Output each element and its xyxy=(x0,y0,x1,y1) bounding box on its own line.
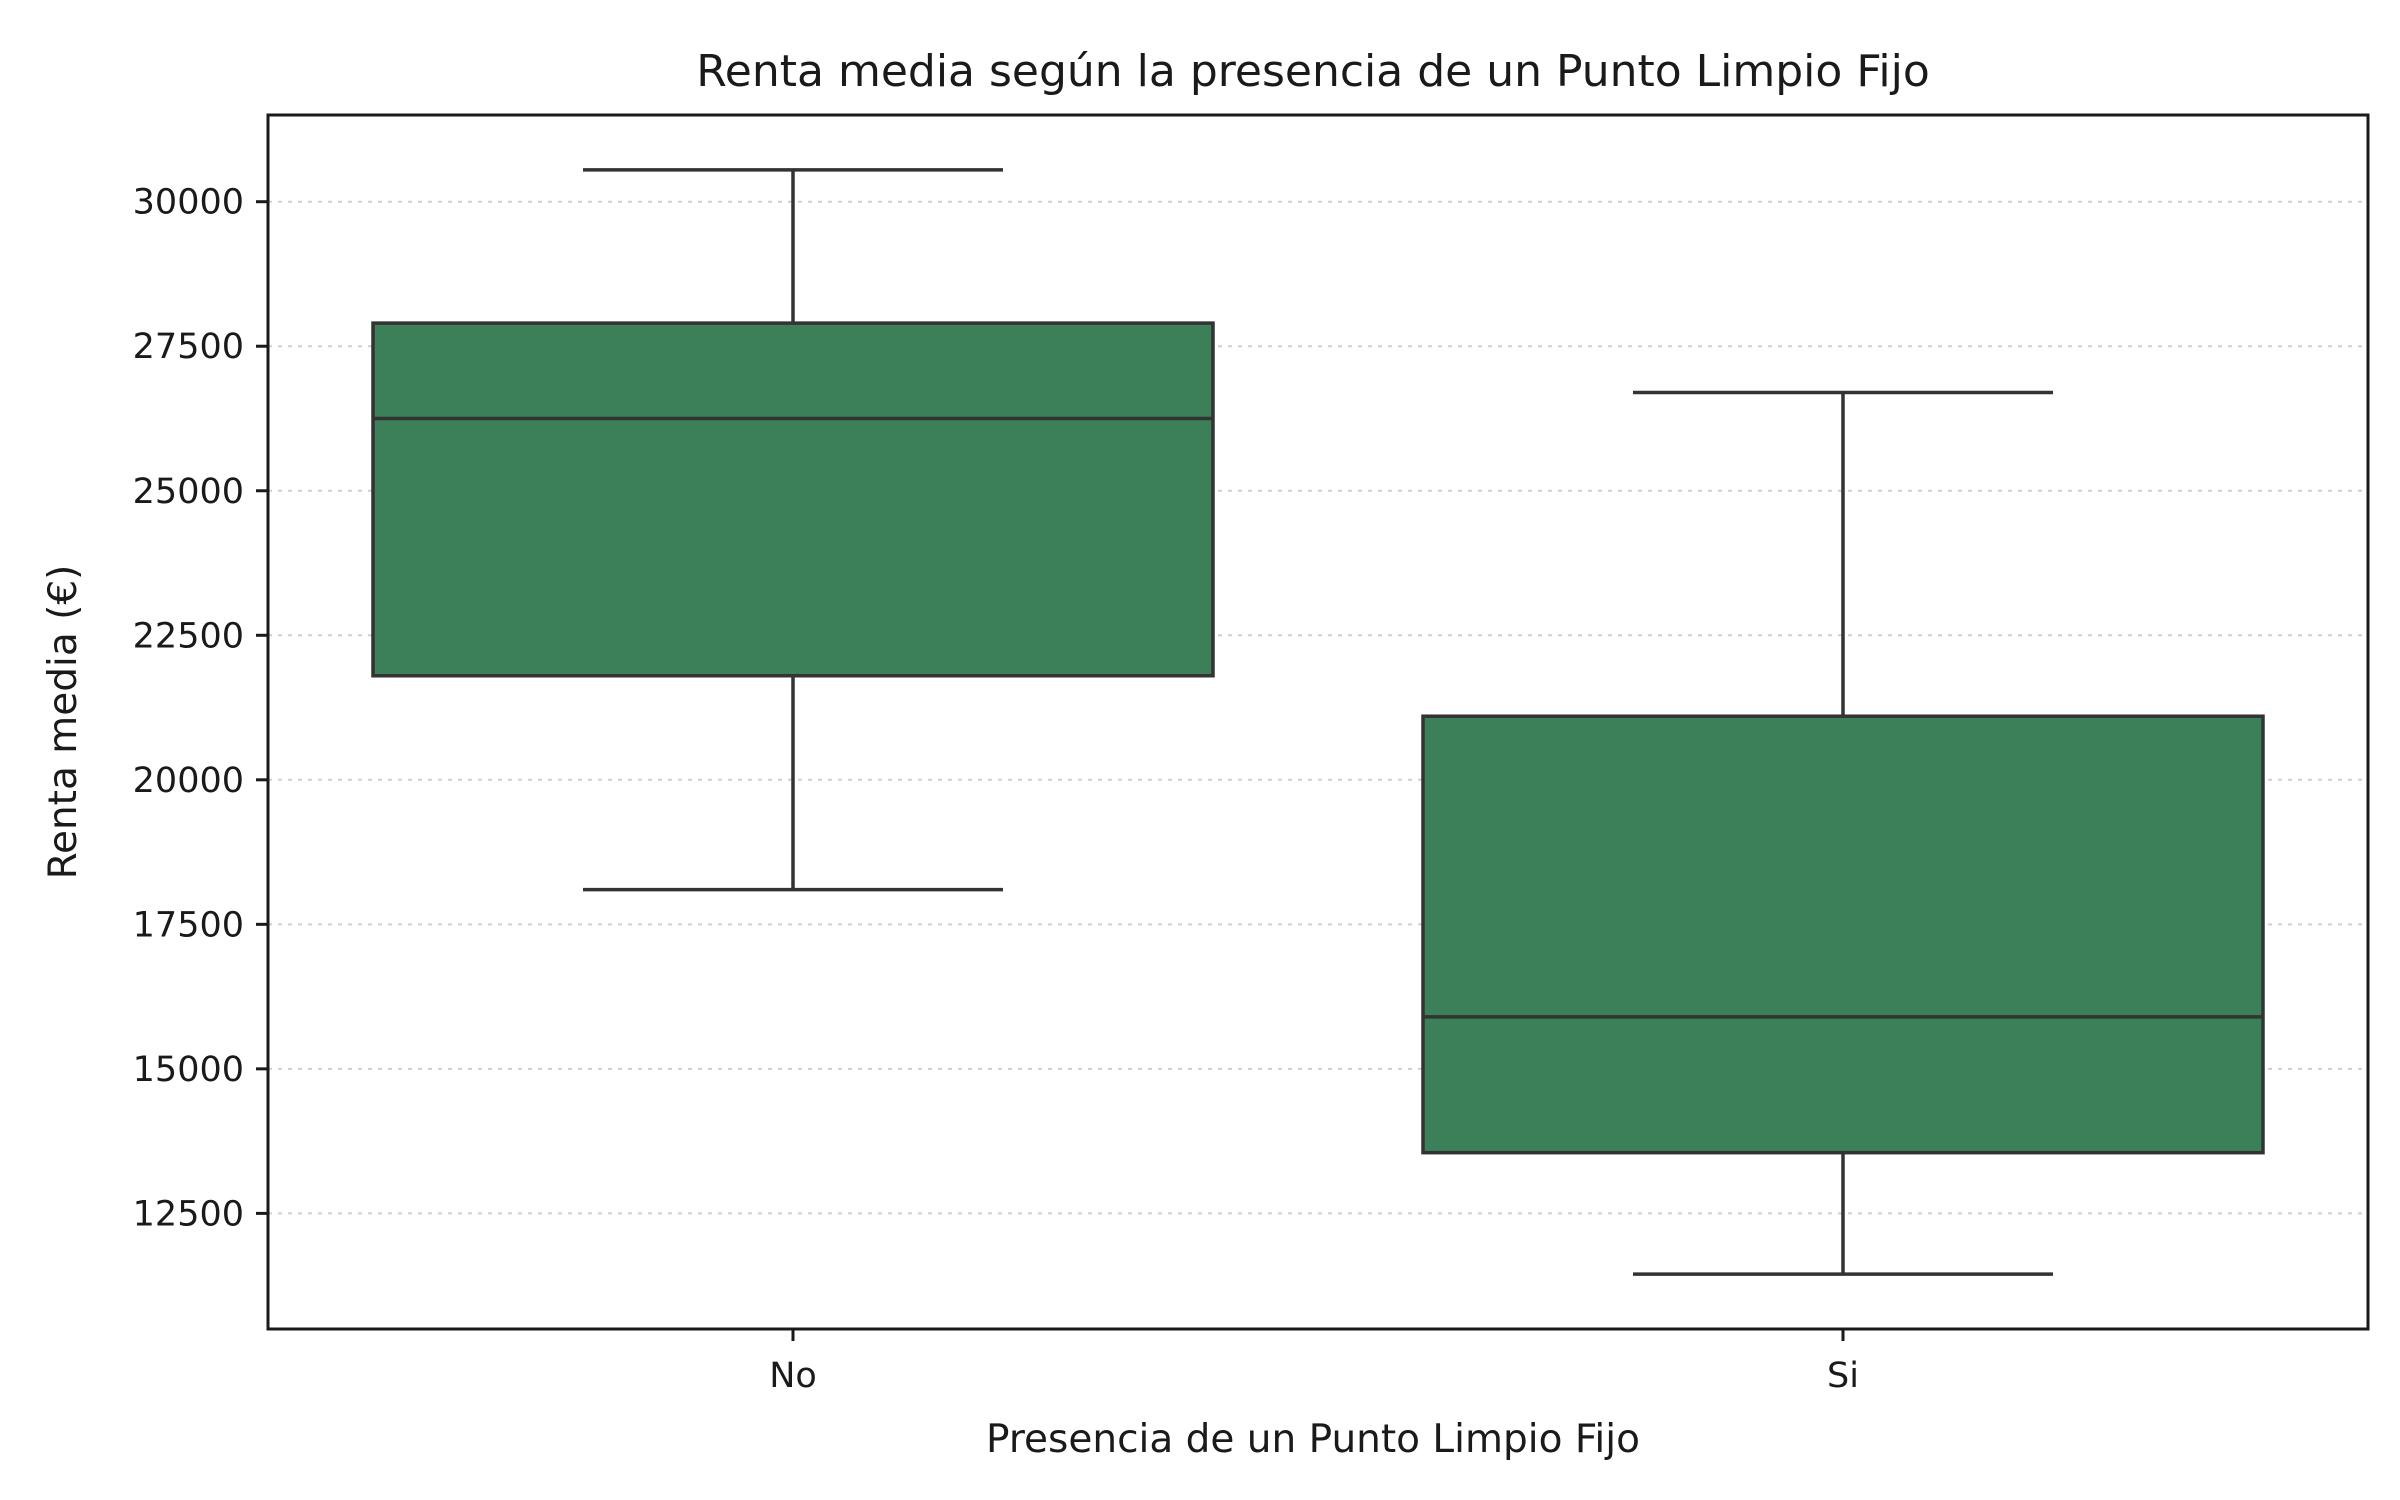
y-tick-label: 25000 xyxy=(133,472,244,512)
plot-frame xyxy=(266,113,2370,1331)
y-tick-label: 27500 xyxy=(133,327,244,367)
y-axis-ticks: 12500 15000 17500 20000 22500 25000 27500 30000 xyxy=(133,183,268,1234)
y-tick-label: 22500 xyxy=(133,616,244,656)
y-tick-label: 15000 xyxy=(133,1050,244,1090)
box-group-no xyxy=(371,168,1215,892)
y-tick-label: 17500 xyxy=(133,905,244,945)
chart-title: Renta media según la presencia de un Pun… xyxy=(696,46,1930,97)
iqr-box xyxy=(371,321,1215,678)
y-axis-label: Renta media (€) xyxy=(41,565,86,880)
x-tick-label: Si xyxy=(1827,1356,1859,1396)
x-axis-label: Presencia de un Punto Limpio Fijo xyxy=(986,1417,1640,1462)
y-tick-label: 12500 xyxy=(133,1194,244,1234)
box-layer xyxy=(371,168,2265,1276)
box-group-si xyxy=(1421,390,2265,1276)
x-axis-ticks: No Si xyxy=(769,1329,1859,1396)
iqr-box xyxy=(1421,714,2265,1155)
x-tick-label: No xyxy=(769,1356,817,1396)
y-tick-label: 30000 xyxy=(133,183,244,223)
y-tick-label: 20000 xyxy=(133,761,244,801)
